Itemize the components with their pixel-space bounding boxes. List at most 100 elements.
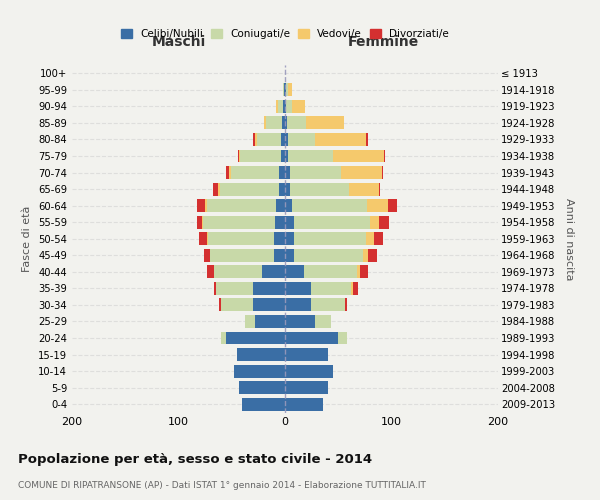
Bar <box>239 150 240 162</box>
Bar <box>293 232 366 245</box>
Bar <box>311 282 351 295</box>
Bar <box>216 282 253 295</box>
Text: Maschi: Maschi <box>151 36 206 50</box>
Bar <box>292 100 305 113</box>
Bar <box>370 216 379 228</box>
Bar <box>212 182 218 196</box>
Bar <box>240 150 281 162</box>
Bar <box>203 216 275 228</box>
Bar <box>239 381 285 394</box>
Bar <box>304 266 358 278</box>
Bar <box>290 166 341 179</box>
Bar <box>281 133 285 146</box>
Bar <box>283 100 285 113</box>
Bar <box>382 166 383 179</box>
Bar <box>238 150 239 162</box>
Bar <box>275 216 285 228</box>
Bar <box>264 116 266 130</box>
Bar <box>285 232 293 245</box>
Bar <box>221 332 226 344</box>
Bar <box>285 381 328 394</box>
Bar <box>234 364 285 378</box>
Text: Popolazione per età, sesso e stato civile - 2014: Popolazione per età, sesso e stato civil… <box>18 452 372 466</box>
Bar <box>282 116 285 130</box>
Bar <box>255 315 285 328</box>
Bar <box>281 150 285 162</box>
Bar <box>285 150 288 162</box>
Bar <box>351 282 353 295</box>
Bar <box>199 232 207 245</box>
Bar <box>363 249 368 262</box>
Bar <box>255 133 257 146</box>
Bar <box>285 116 287 130</box>
Bar <box>221 298 253 312</box>
Bar <box>366 133 368 146</box>
Text: COMUNE DI RIPATRANSONE (AP) - Dati ISTAT 1° gennaio 2014 - Elaborazione TUTTITAL: COMUNE DI RIPATRANSONE (AP) - Dati ISTAT… <box>18 481 426 490</box>
Bar <box>219 298 221 312</box>
Bar <box>257 133 281 146</box>
Bar <box>214 266 262 278</box>
Bar <box>262 266 285 278</box>
Bar <box>214 282 216 295</box>
Bar <box>207 232 208 245</box>
Bar <box>278 100 283 113</box>
Bar <box>374 232 383 245</box>
Bar <box>274 249 285 262</box>
Bar <box>379 216 389 228</box>
Bar <box>245 315 255 328</box>
Bar <box>288 84 292 96</box>
Bar <box>285 364 333 378</box>
Bar <box>293 216 370 228</box>
Bar <box>349 182 379 196</box>
Bar <box>229 166 230 179</box>
Bar <box>333 150 384 162</box>
Bar <box>204 249 211 262</box>
Bar <box>286 100 292 113</box>
Bar <box>285 216 293 228</box>
Text: Femmine: Femmine <box>347 36 419 50</box>
Bar <box>359 266 368 278</box>
Bar <box>384 150 385 162</box>
Bar <box>285 84 286 96</box>
Bar <box>285 348 328 361</box>
Bar <box>285 166 290 179</box>
Bar <box>226 166 229 179</box>
Bar <box>341 166 382 179</box>
Bar <box>253 298 285 312</box>
Bar <box>285 249 293 262</box>
Bar <box>290 182 349 196</box>
Bar <box>288 150 333 162</box>
Bar <box>315 315 331 328</box>
Bar <box>366 232 374 245</box>
Bar <box>367 199 388 212</box>
Bar <box>207 266 214 278</box>
Bar <box>285 298 311 312</box>
Bar <box>242 398 285 410</box>
Bar <box>285 199 292 212</box>
Bar <box>292 199 367 212</box>
Bar <box>230 166 278 179</box>
Bar <box>226 332 285 344</box>
Bar <box>379 182 380 196</box>
Bar <box>197 199 205 212</box>
Bar <box>277 100 278 113</box>
Bar <box>253 282 285 295</box>
Bar <box>285 332 338 344</box>
Bar <box>266 116 282 130</box>
Y-axis label: Anni di nascita: Anni di nascita <box>563 198 574 280</box>
Bar <box>207 199 277 212</box>
Bar <box>307 116 344 130</box>
Bar <box>344 298 347 312</box>
Bar <box>220 182 278 196</box>
Bar <box>211 249 274 262</box>
Bar <box>202 216 203 228</box>
Bar <box>311 298 344 312</box>
Bar <box>358 266 359 278</box>
Bar <box>287 116 307 130</box>
Bar <box>253 133 255 146</box>
Bar <box>388 199 397 212</box>
Bar <box>285 315 315 328</box>
Bar <box>368 249 377 262</box>
Bar <box>197 216 202 228</box>
Legend: Celibi/Nubili, Coniugati/e, Vedovi/e, Divorziati/e: Celibi/Nubili, Coniugati/e, Vedovi/e, Di… <box>117 25 453 44</box>
